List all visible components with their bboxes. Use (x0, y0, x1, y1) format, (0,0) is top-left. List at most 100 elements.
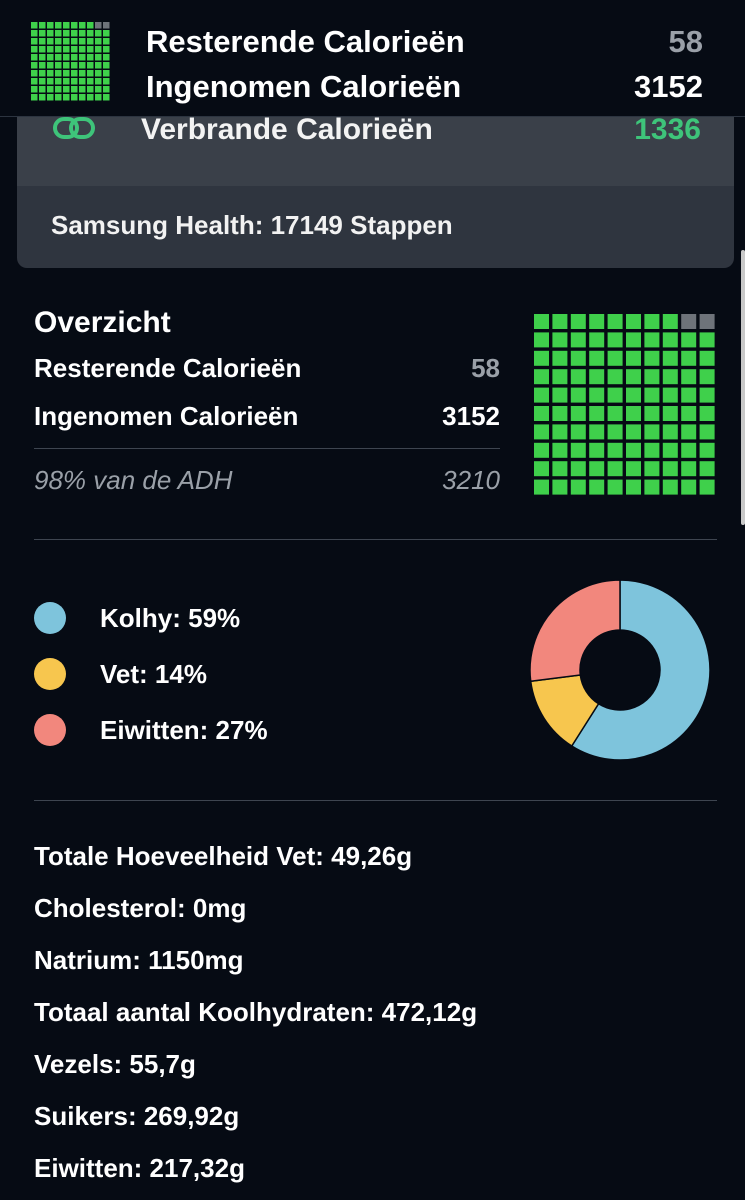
burned-calories-value: 1336 (634, 113, 701, 146)
grid-cell-filled (534, 387, 549, 403)
grid-cell-filled (570, 424, 586, 440)
grid-cell-filled (644, 461, 660, 477)
scrollbar[interactable] (741, 250, 745, 525)
grid-cell-filled (103, 70, 110, 77)
grid-cell-filled (644, 442, 660, 458)
grid-cell-filled (63, 54, 70, 61)
grid-cell-filled (626, 406, 641, 421)
grid-cell-filled (87, 86, 94, 93)
grid-cell-filled (662, 424, 678, 440)
grid-cell-filled (699, 350, 715, 366)
grid-cell-filled (39, 62, 46, 69)
grid-cell-filled (39, 54, 46, 61)
grid-cell-filled (589, 314, 605, 329)
grid-cell-filled (71, 62, 78, 69)
grid-cell-filled (552, 350, 568, 366)
grid-cell-filled (63, 86, 70, 93)
grid-cell-filled (644, 350, 660, 366)
adh-value: 3210 (442, 464, 500, 495)
grid-cell-filled (626, 424, 641, 440)
grid-cell-filled (47, 46, 54, 53)
grid-cell-filled (607, 461, 623, 477)
grid-cell-filled (626, 314, 641, 329)
grid-cell-filled (699, 442, 715, 458)
grid-cell-filled (63, 62, 70, 69)
grid-cell-filled (71, 22, 78, 29)
grid-cell-filled (95, 62, 102, 69)
grid-cell-filled (87, 46, 94, 53)
grid-cell-filled (607, 406, 623, 421)
grid-cell-filled (39, 86, 46, 93)
grid-cell-filled (534, 314, 549, 329)
grid-cell-filled (71, 94, 78, 101)
grid-cell-filled (55, 30, 62, 37)
grid-cell-filled (570, 332, 586, 348)
grid-cell-filled (662, 479, 678, 495)
grid-cell-filled (699, 406, 715, 421)
overview-remaining-value: 58 (471, 352, 500, 383)
grid-cell-filled (87, 94, 94, 101)
donut-slice-protein (529, 579, 621, 683)
grid-cell-filled (31, 86, 38, 93)
grid-cell-filled (607, 332, 623, 348)
grid-cell-filled (570, 369, 586, 385)
nutrient-sodium: Natrium: 1150mg (34, 945, 244, 975)
grid-cell-filled (552, 406, 568, 421)
nutrient-cholesterol: Cholesterol: 0mg (34, 893, 247, 923)
link-icon (53, 116, 95, 145)
grid-cell-filled (55, 86, 62, 93)
overview-consumed-value: 3152 (442, 400, 500, 431)
grid-cell-filled (662, 314, 678, 329)
grid-cell-filled (681, 350, 697, 366)
grid-cell-filled (103, 86, 110, 93)
grid-cell-filled (662, 406, 678, 421)
protein-dot (34, 714, 66, 746)
grid-cell-filled (534, 332, 549, 348)
grid-cell-filled (534, 461, 549, 477)
grid-cell-filled (552, 424, 568, 440)
grid-cell-filled (534, 350, 549, 366)
grid-cell-filled (55, 94, 62, 101)
grid-cell-filled (589, 369, 605, 385)
grid-cell-filled (552, 461, 568, 477)
grid-cell-filled (103, 54, 110, 61)
grid-cell-filled (570, 350, 586, 366)
nutrient-carbohydrates: Totaal aantal Koolhydraten: 472,12g (34, 997, 478, 1027)
grid-cell-filled (79, 94, 86, 101)
grid-cell-filled (699, 332, 715, 348)
grid-cell-filled (79, 86, 86, 93)
grid-cell-filled (39, 78, 46, 85)
grid-cell-filled (103, 46, 110, 53)
grid-cell-filled (31, 22, 38, 29)
grid-cell-filled (570, 461, 586, 477)
grid-cell-filled (79, 38, 86, 45)
grid-cell-filled (552, 369, 568, 385)
grid-cell-filled (644, 406, 660, 421)
grid-cell-filled (79, 46, 86, 53)
grid-cell-filled (79, 62, 86, 69)
nutrient-fiber: Vezels: 55,7g (34, 1049, 196, 1079)
grid-cell-filled (681, 461, 697, 477)
grid-cell-filled (662, 387, 678, 403)
grid-cell-filled (47, 62, 54, 69)
grid-cell-filled (644, 314, 660, 329)
grid-cell-filled (55, 70, 62, 77)
grid-cell-filled (681, 479, 697, 495)
grid-cell-filled (95, 86, 102, 93)
grid-cell-filled (534, 406, 549, 421)
donut-slice-carbs (570, 579, 711, 761)
grid-cell-filled (87, 54, 94, 61)
grid-cell-filled (63, 30, 70, 37)
grid-cell-filled (681, 332, 697, 348)
grid-cell-filled (31, 54, 38, 61)
grid-cell-filled (699, 424, 715, 440)
divider (34, 539, 717, 540)
grid-cell-filled (607, 350, 623, 366)
grid-cell-filled (55, 54, 62, 61)
grid-cell-filled (589, 387, 605, 403)
grid-cell-empty (699, 314, 715, 329)
grid-cell-filled (31, 46, 38, 53)
grid-cell-filled (589, 350, 605, 366)
nutrient-total-fat: Totale Hoeveelheid Vet: 49,26g (34, 841, 413, 871)
grid-cell-filled (644, 479, 660, 495)
